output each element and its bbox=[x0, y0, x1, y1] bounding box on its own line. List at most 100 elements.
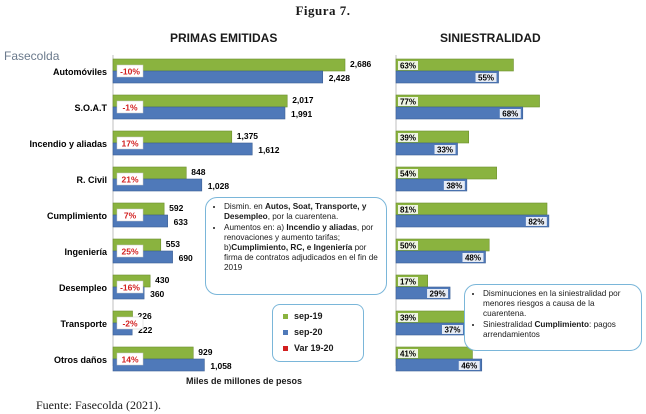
siniestralidad-label-bg-sep20-incendio-y-aliadas bbox=[434, 145, 456, 154]
variation-badge-r-civil bbox=[116, 172, 144, 186]
variation-label-transporte: -2% bbox=[122, 319, 138, 329]
category-label-transporte: Transporte bbox=[60, 319, 107, 329]
primas-value-sep19-desempleo: 430 bbox=[155, 275, 169, 285]
siniestralidad-value-sep19-automoviles: 63% bbox=[400, 62, 416, 71]
legend-swatch-var bbox=[283, 346, 288, 352]
siniestralidad-label-bg-sep20-desempleo bbox=[427, 289, 449, 298]
primas-value-sep19-transporte: 226 bbox=[138, 311, 152, 321]
siniestralidad-value-sep20-r-civil: 38% bbox=[446, 182, 462, 191]
siniestralidad-value-sep20-otros-danos: 46% bbox=[461, 362, 477, 371]
siniestralidad-label-bg-sep20-cumplimiento bbox=[525, 217, 547, 226]
category-label-incendio-y-aliadas: Incendio y aliadas bbox=[29, 139, 107, 149]
variation-badge-automoviles bbox=[116, 64, 144, 78]
variation-badge-incendio-y-aliadas bbox=[116, 136, 144, 150]
primas-value-sep20-s-o-a-t: 1,991 bbox=[291, 109, 313, 119]
primas-value-sep19-cumplimiento: 592 bbox=[169, 203, 183, 213]
variation-badge-otros-danos bbox=[116, 352, 144, 366]
primas-value-sep20-incendio-y-aliadas: 1,612 bbox=[258, 145, 280, 155]
siniestralidad-label-bg-sep20-transporte bbox=[441, 325, 463, 334]
category-label-ingenieria: Ingeniería bbox=[64, 247, 108, 257]
primas-value-sep19-automoviles: 2,686 bbox=[350, 59, 372, 69]
source-note: Fuente: Fasecolda (2021). bbox=[36, 398, 161, 412]
primas-value-sep19-ingenieria: 553 bbox=[166, 239, 180, 249]
siniestralidad-label-bg-sep19-r-civil bbox=[398, 169, 418, 178]
primas-x-axis-label: Miles de millones de pesos bbox=[186, 376, 303, 386]
siniestralidad-bar-sep19-cumplimiento bbox=[395, 202, 548, 216]
variation-label-otros-danos: 14% bbox=[121, 355, 138, 365]
category-label-otros-danos: Otros daños bbox=[54, 355, 107, 365]
primas-value-sep19-otros-danos: 929 bbox=[198, 347, 212, 357]
variation-badge-transporte bbox=[116, 316, 144, 330]
siniestralidad-label-bg-sep19-automoviles bbox=[398, 61, 418, 70]
siniestralidad-note-item: Siniestralidad Cumplimiento: pagos arren… bbox=[483, 320, 633, 340]
siniestralidad-label-bg-sep20-otros-danos bbox=[458, 361, 480, 370]
siniestralidad-value-sep19-s-o-a-t: 77% bbox=[400, 98, 416, 107]
siniestralidad-value-sep19-ingenieria: 50% bbox=[400, 242, 416, 251]
category-label-desempleo: Desempleo bbox=[59, 283, 108, 293]
primas-value-sep20-ingenieria: 690 bbox=[179, 253, 193, 263]
primas-value-sep20-automoviles: 2,428 bbox=[329, 73, 351, 83]
siniestralidad-label-bg-sep20-ingenieria bbox=[462, 253, 484, 262]
primas-note-text: Aumentos en: a) bbox=[224, 223, 287, 232]
legend-label-var: Var 19-20 bbox=[294, 343, 334, 353]
primas-note-text: por firma de contratos adjudicados en el… bbox=[224, 243, 378, 272]
siniestralidad-value-sep20-transporte: 37% bbox=[444, 326, 460, 335]
siniestralidad-note-text: : pagos arrendamientos bbox=[483, 320, 616, 339]
siniestralidad-value-sep20-incendio-y-aliadas: 33% bbox=[437, 146, 453, 155]
category-label-automoviles: Automóviles bbox=[53, 67, 107, 77]
variation-label-incendio-y-aliadas: 17% bbox=[121, 139, 138, 149]
primas-note-text: Autos, Soat, Transporte, y Desempleo bbox=[224, 202, 367, 221]
siniestralidad-label-bg-sep19-desempleo bbox=[398, 277, 418, 286]
siniestralidad-bar-sep20-automoviles bbox=[395, 70, 499, 84]
primas-value-sep20-cumplimiento: 633 bbox=[174, 217, 188, 227]
primas-value-sep19-incendio-y-aliadas: 1,375 bbox=[237, 131, 259, 141]
siniestralidad-label-bg-sep20-r-civil bbox=[443, 181, 465, 190]
legend-label-sep20: sep-20 bbox=[294, 327, 323, 337]
siniestralidad-label-bg-sep19-otros-danos bbox=[398, 349, 418, 358]
primas-note-text: , por renovaciones y aumento tarifas; b) bbox=[224, 223, 374, 252]
siniestralidad-value-sep19-incendio-y-aliadas: 39% bbox=[400, 134, 416, 143]
variation-badge-ingenieria bbox=[116, 244, 144, 258]
siniestralidad-value-sep20-s-o-a-t: 68% bbox=[502, 110, 518, 119]
siniestralidad-note-box: Disminuciones en la siniestralidad por m… bbox=[464, 284, 642, 351]
primas-bar-sep20-incendio-y-aliadas bbox=[112, 142, 253, 156]
variation-badge-desempleo bbox=[116, 280, 144, 294]
primas-note-item: Aumentos en: a) Incendio y aliadas, por … bbox=[224, 223, 378, 273]
primas-value-sep19-s-o-a-t: 2,017 bbox=[292, 95, 314, 105]
siniestralidad-label-bg-sep20-s-o-a-t bbox=[499, 109, 521, 118]
source-logo-text: Fasecolda bbox=[4, 49, 60, 63]
siniestralidad-bar-sep20-cumplimiento bbox=[395, 214, 550, 228]
siniestralidad-value-sep20-cumplimiento: 82% bbox=[528, 218, 544, 227]
primas-bar-sep20-s-o-a-t bbox=[112, 106, 286, 120]
legend-item-sep19: sep-19 bbox=[283, 311, 323, 321]
siniestralidad-label-bg-sep19-incendio-y-aliadas bbox=[398, 133, 418, 142]
siniestralidad-value-sep19-cumplimiento: 81% bbox=[400, 206, 416, 215]
legend-swatch-sep20 bbox=[283, 330, 288, 336]
variation-label-cumplimiento: 7% bbox=[124, 211, 137, 221]
siniestralidad-note-text: Disminuciones en la siniestralidad por m… bbox=[483, 289, 621, 318]
primas-chart-title: PRIMAS EMITIDAS bbox=[170, 31, 278, 45]
primas-note-text: , por la cuarentena. bbox=[267, 212, 339, 221]
figure-title: Figura 7. bbox=[295, 3, 351, 18]
siniestralidad-value-sep19-otros-danos: 41% bbox=[400, 350, 416, 359]
variation-label-r-civil: 21% bbox=[121, 175, 138, 185]
primas-value-sep20-transporte: 222 bbox=[138, 325, 152, 335]
category-label-cumplimiento: Cumplimiento bbox=[47, 211, 108, 221]
primas-bar-sep20-automoviles bbox=[112, 70, 324, 84]
variation-badge-s-o-a-t bbox=[116, 100, 144, 114]
primas-note-text: Dismin. en bbox=[224, 202, 265, 211]
primas-value-sep20-desempleo: 360 bbox=[150, 289, 164, 299]
siniestralidad-label-bg-sep20-automoviles bbox=[475, 73, 497, 82]
variation-badge-cumplimiento bbox=[116, 208, 144, 222]
category-label-s-o-a-t: S.O.A.T bbox=[74, 103, 107, 113]
legend-swatch-sep19 bbox=[283, 314, 288, 320]
category-label-r-civil: R. Civil bbox=[76, 175, 107, 185]
siniestralidad-label-bg-sep19-transporte bbox=[398, 313, 418, 322]
variation-label-automoviles: -10% bbox=[120, 67, 140, 77]
siniestralidad-note-text: Cumplimiento bbox=[534, 320, 590, 329]
siniestralidad-value-sep20-automoviles: 55% bbox=[478, 74, 494, 83]
legend-label-sep19: sep-19 bbox=[294, 311, 323, 321]
variation-label-ingenieria: 25% bbox=[121, 247, 138, 257]
primas-note-text: Cumplimiento, RC, e Ingeniería bbox=[231, 243, 353, 252]
